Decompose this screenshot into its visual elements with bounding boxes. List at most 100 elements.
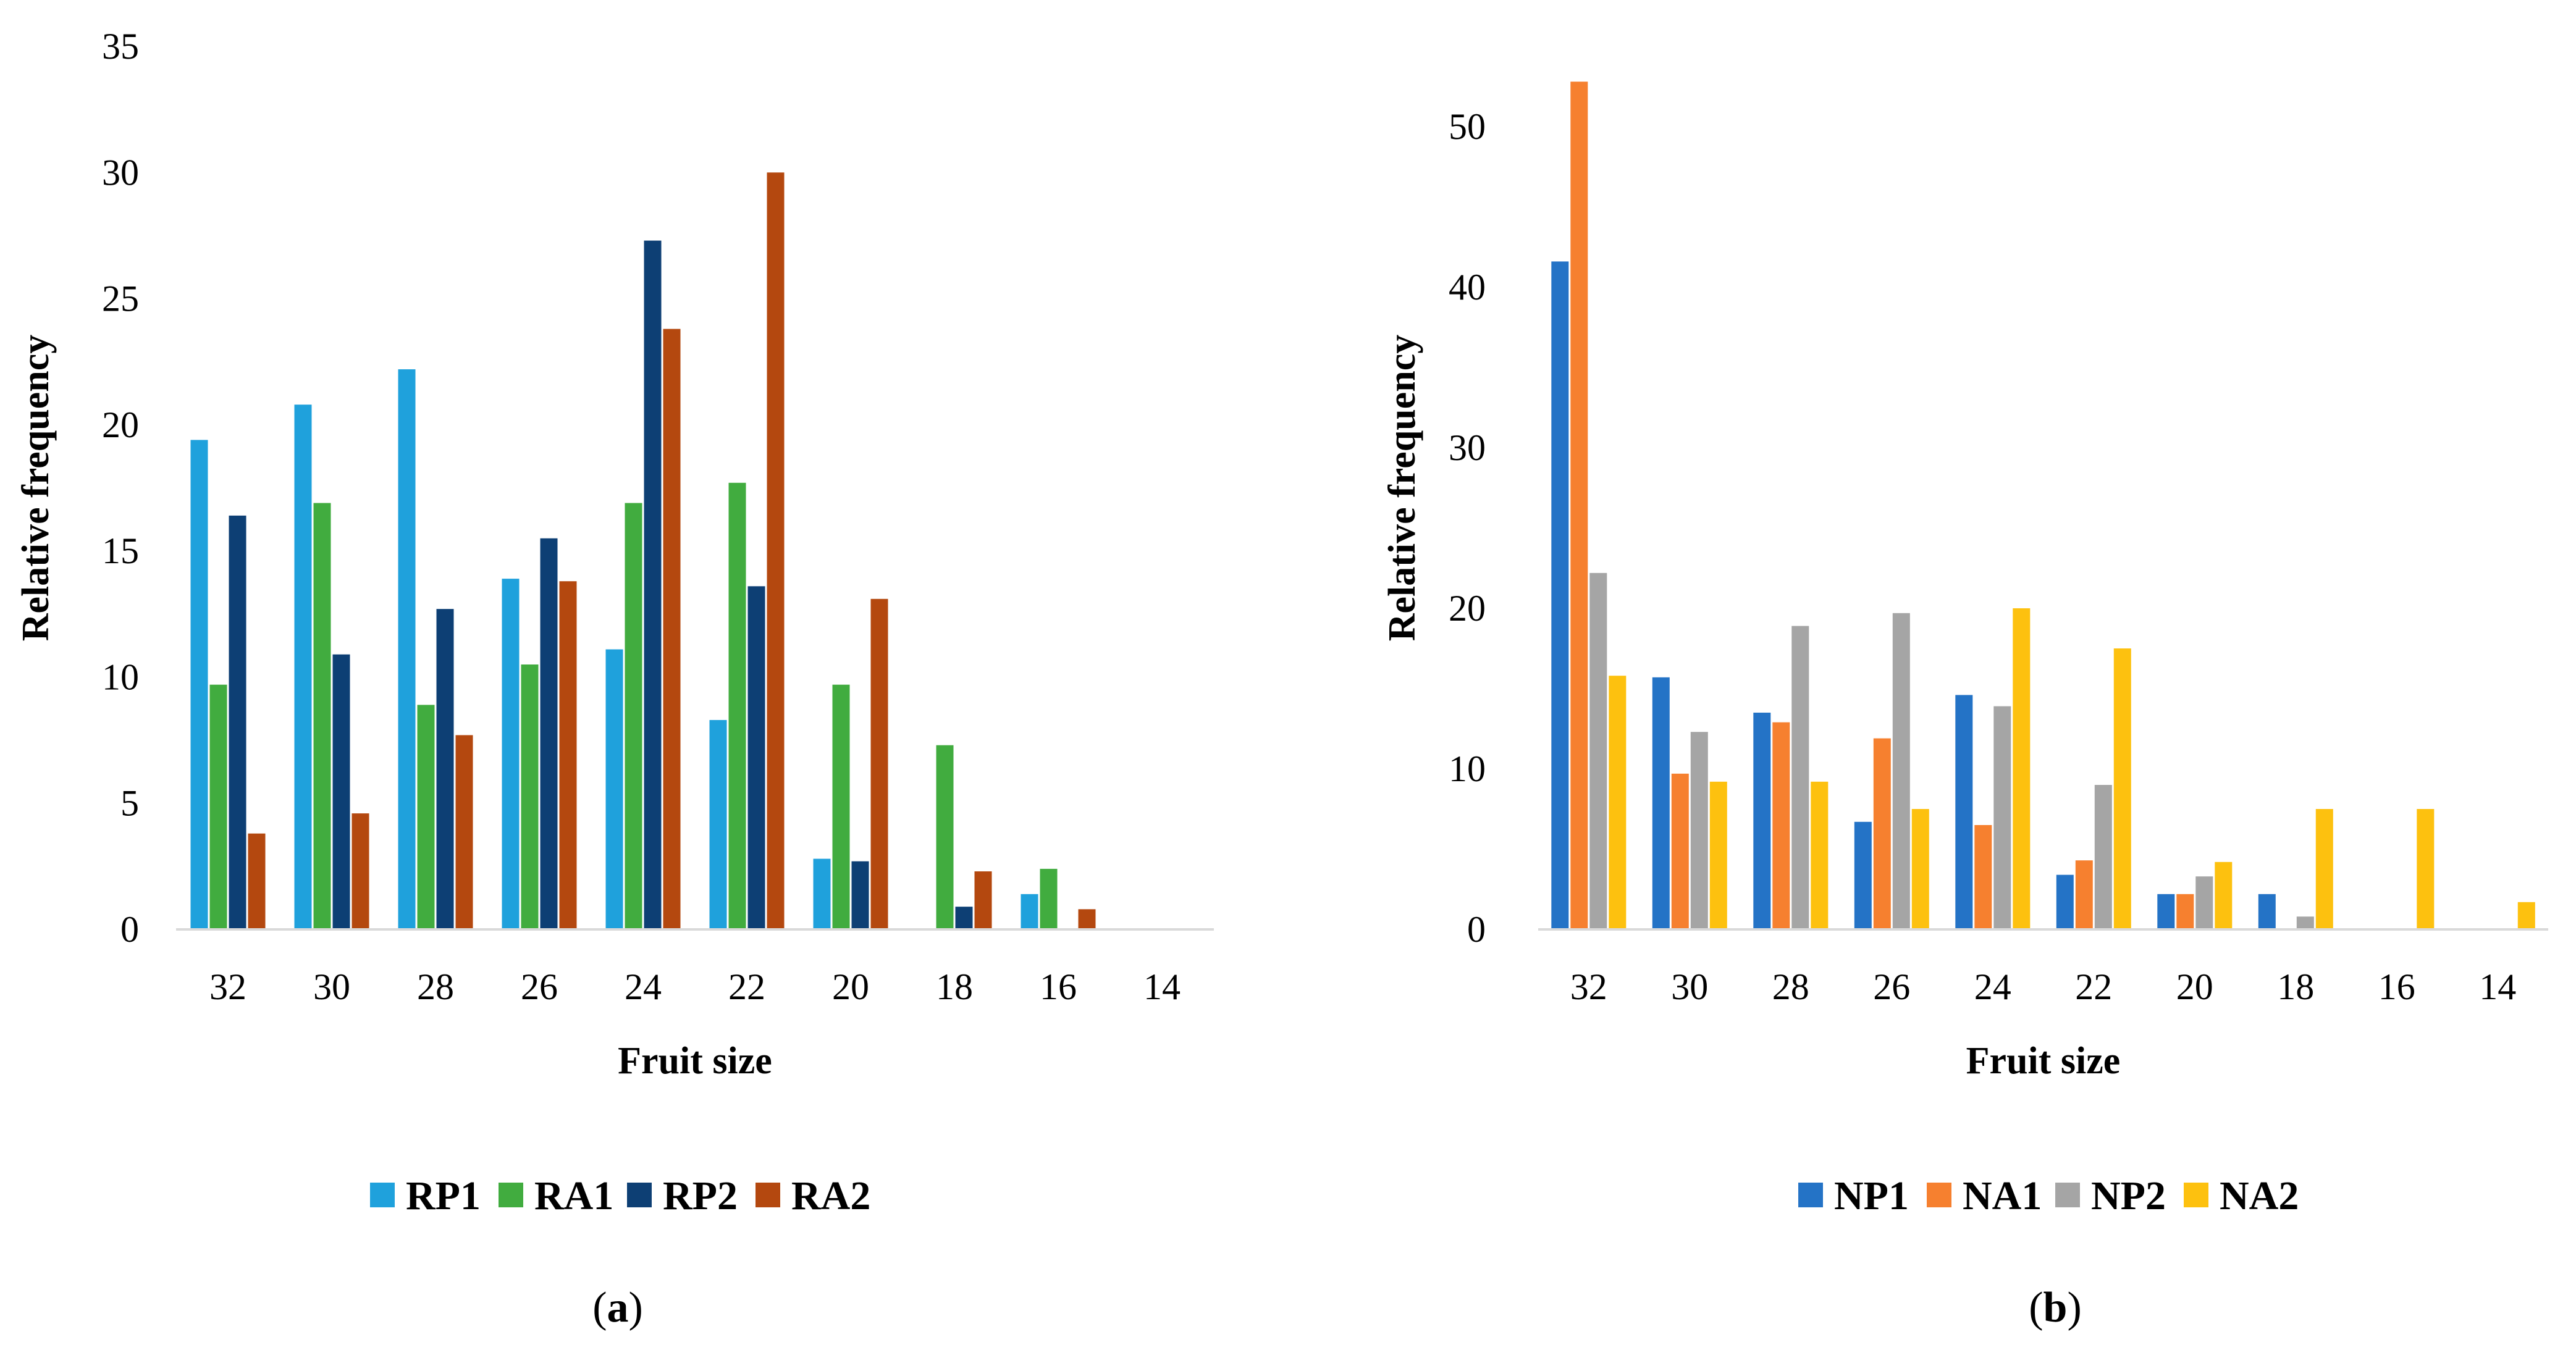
bar-RP2-30 xyxy=(332,654,350,929)
legend-label-RP1: RP1 xyxy=(406,1173,481,1218)
bar-RA2-26 xyxy=(559,581,577,929)
x-tick-label: 20 xyxy=(2176,966,2213,1007)
panel-label: (b) xyxy=(2029,1284,2082,1331)
bar-RA1-18 xyxy=(936,745,954,929)
legend: NP1 NA1 NP2 NA2 xyxy=(1798,1173,2299,1218)
bar-NA2-18 xyxy=(2315,809,2333,929)
y-tick-label: 25 xyxy=(102,279,139,319)
x-tick-label: 28 xyxy=(1772,966,1809,1007)
x-tick-label: 28 xyxy=(417,966,454,1007)
bar-NP1-22 xyxy=(2056,874,2074,929)
y-tick-label: 15 xyxy=(102,530,139,571)
x-tick-label: 26 xyxy=(521,966,558,1007)
bar-NP2-18 xyxy=(2296,916,2314,929)
x-tick-label: 26 xyxy=(1873,966,1910,1007)
bars-group xyxy=(1551,82,2535,930)
y-tick-label: 30 xyxy=(1449,427,1486,468)
bar-NP1-30 xyxy=(1652,677,1670,929)
legend-swatch-NP2 xyxy=(2055,1183,2080,1207)
bar-NP1-20 xyxy=(2157,894,2175,929)
bar-NA2-24 xyxy=(2013,608,2031,929)
bar-RP1-26 xyxy=(502,579,520,929)
bar-NA2-22 xyxy=(2113,648,2131,929)
legend-swatch-NA1 xyxy=(1927,1183,1951,1207)
chart-panel-a: 0 5 10 15 20 25 30 35 32 30 28 26 24 22 20 18 16 14 Fruit … xyxy=(15,26,1214,1331)
bar-NP2-28 xyxy=(1791,626,1809,929)
bar-RP2-22 xyxy=(747,586,765,929)
y-tick-label: 0 xyxy=(1467,909,1486,950)
bar-NA1-28 xyxy=(1772,722,1790,929)
bar-NA1-22 xyxy=(2075,860,2093,929)
bar-NA1-24 xyxy=(1974,825,1992,929)
bar-RA2-30 xyxy=(351,813,369,929)
y-tick-label: 10 xyxy=(102,656,139,697)
legend-label-RA2: RA2 xyxy=(791,1173,870,1218)
bar-RA2-24 xyxy=(663,329,681,929)
x-tick-label: 32 xyxy=(209,966,246,1007)
legend-label-NP2: NP2 xyxy=(2091,1173,2166,1218)
bar-RA2-28 xyxy=(455,735,473,929)
bar-RA1-28 xyxy=(417,705,435,929)
bar-NA2-14 xyxy=(2517,902,2535,929)
y-tick-label: 0 xyxy=(120,909,139,950)
legend-swatch-RA1 xyxy=(499,1183,523,1207)
bar-RP1-32 xyxy=(190,440,208,929)
x-tick-label: 30 xyxy=(313,966,350,1007)
bar-NA1-20 xyxy=(2176,894,2194,929)
x-tick-label: 16 xyxy=(1040,966,1077,1007)
legend-swatch-RA2 xyxy=(756,1183,780,1207)
bar-RP1-22 xyxy=(709,719,727,929)
x-tick-label: 24 xyxy=(625,966,662,1007)
bar-RP2-28 xyxy=(436,609,454,929)
x-tick-label: 20 xyxy=(832,966,869,1007)
x-tick-label: 16 xyxy=(2378,966,2415,1007)
bar-RA2-20 xyxy=(870,598,888,929)
y-axis-title: Relative frequency xyxy=(15,335,57,641)
x-tick-label: 18 xyxy=(936,966,973,1007)
x-axis-title: Fruit size xyxy=(618,1040,772,1082)
bar-RA1-22 xyxy=(728,482,746,929)
bar-RA1-26 xyxy=(521,664,539,929)
bar-RP1-20 xyxy=(813,858,831,929)
bar-NP2-32 xyxy=(1589,572,1607,929)
legend-swatch-NA2 xyxy=(2184,1183,2208,1207)
y-tick-label: 20 xyxy=(102,404,139,445)
bar-NA1-30 xyxy=(1671,773,1689,929)
bar-NP1-32 xyxy=(1551,261,1569,929)
legend-swatch-NP1 xyxy=(1798,1183,1823,1207)
bar-NP1-18 xyxy=(2258,894,2276,929)
legend-label-RA1: RA1 xyxy=(534,1173,613,1218)
bar-RP1-30 xyxy=(294,404,312,929)
x-tick-label: 24 xyxy=(1974,966,2011,1007)
bar-NP1-28 xyxy=(1753,713,1771,929)
y-tick-label: 30 xyxy=(102,152,139,193)
legend-label-NA2: NA2 xyxy=(2220,1173,2299,1218)
legend: RP1 RA1 RP2 RA2 xyxy=(370,1173,870,1218)
bar-NP2-22 xyxy=(2094,785,2112,929)
bar-NA2-30 xyxy=(1709,781,1727,929)
bar-RA2-16 xyxy=(1078,909,1096,929)
y-tick-label: 10 xyxy=(1449,748,1486,789)
bar-NA2-28 xyxy=(1811,781,1829,929)
bar-NA2-16 xyxy=(2417,809,2435,929)
bar-RA1-32 xyxy=(209,684,227,929)
y-tick-label: 35 xyxy=(102,26,139,67)
bar-RA1-20 xyxy=(832,684,850,929)
x-tick-label: 14 xyxy=(2479,966,2516,1007)
bar-NP1-24 xyxy=(1955,695,1973,929)
y-tick-label: 40 xyxy=(1449,267,1486,308)
y-tick-label: 20 xyxy=(1449,588,1486,629)
y-axis-title: Relative frequency xyxy=(1381,335,1423,641)
x-tick-label: 14 xyxy=(1143,966,1181,1007)
bar-RA1-24 xyxy=(625,503,642,929)
bar-RP1-28 xyxy=(398,369,416,929)
legend-label-NP1: NP1 xyxy=(1834,1173,1909,1218)
bar-RP2-20 xyxy=(851,861,869,929)
bar-RP2-24 xyxy=(644,240,662,930)
bar-NA2-26 xyxy=(1911,809,1929,929)
bar-NP2-30 xyxy=(1690,732,1708,929)
bar-NA1-32 xyxy=(1570,82,1588,930)
x-tick-label: 18 xyxy=(2277,966,2314,1007)
bar-RA1-16 xyxy=(1040,868,1058,929)
bar-NA2-32 xyxy=(1609,676,1627,929)
